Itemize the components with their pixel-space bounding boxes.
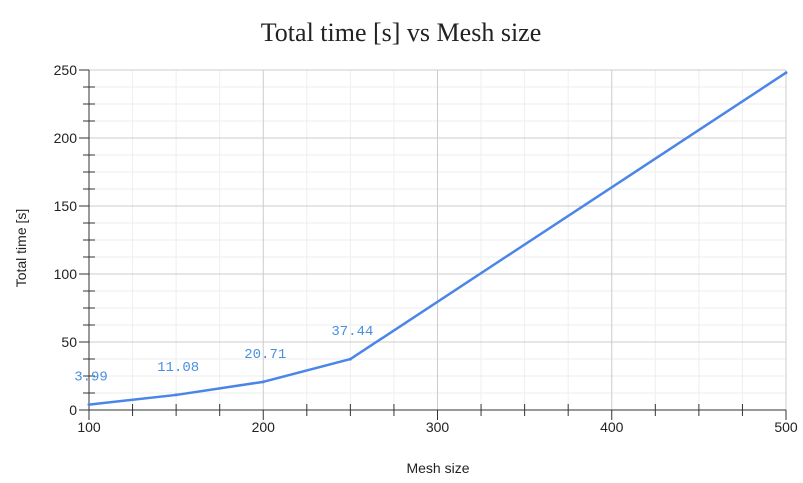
data-point: [261, 380, 265, 384]
x-axis-label: Mesh size: [406, 460, 469, 476]
y-tick-label: 200: [54, 130, 78, 146]
y-tick-label: 150: [54, 198, 78, 214]
data-point: [174, 393, 178, 397]
x-tick-label: 400: [600, 419, 624, 435]
y-tick-label: 250: [54, 62, 78, 78]
y-tick-label: 100: [54, 266, 78, 282]
y-tick-label: 50: [61, 334, 77, 350]
data-point: [87, 403, 91, 407]
data-label: 3.99: [74, 370, 108, 386]
tick-labels: 100 200 300 400 500 0 50 100 150 200 250: [54, 62, 798, 435]
y-tick-label: 0: [69, 402, 77, 418]
x-tick-label: 100: [77, 419, 101, 435]
data-label: 37.44: [331, 324, 373, 340]
data-label: 11.08: [157, 360, 199, 376]
data-label: 20.71: [244, 347, 286, 363]
chart-title: Total time [s] vs Mesh size: [261, 18, 542, 47]
data-labels: 3.99 11.08 20.71 37.44: [74, 324, 373, 385]
grid: [88, 69, 787, 411]
axes: [79, 69, 787, 420]
data-point: [348, 357, 352, 361]
x-tick-label: 200: [252, 419, 276, 435]
data-point: [784, 71, 788, 75]
series-layer: [87, 71, 788, 407]
y-axis-label: Total time [s]: [13, 209, 29, 288]
x-tick-label: 300: [426, 419, 450, 435]
x-tick-label: 500: [774, 419, 798, 435]
